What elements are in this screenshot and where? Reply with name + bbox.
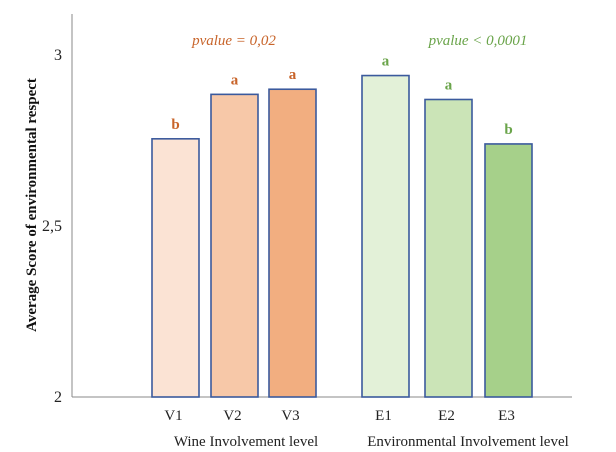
y-tick-label: 2 [54,389,62,406]
significance-letter-v2: a [231,72,239,88]
x-category-e2: E2 [438,408,455,424]
bar-e1 [361,74,410,398]
y-axis-label-group: Average Score of environmental respect [24,78,40,332]
group-label-wine: Wine Involvement level [174,434,318,450]
pvalue-label-environmental: pvalue < 0,0001 [428,33,528,49]
bar-v3 [268,88,317,398]
x-category-e3: E3 [498,408,515,424]
group-label-environmental: Environmental Involvement level [367,434,569,450]
significance-letter-e3: b [504,122,512,138]
y-tick-label: 3 [54,47,62,64]
group-labels: Wine Involvement level Environmental Invo… [174,434,569,450]
significance-letter-v3: a [289,67,297,83]
pvalue-labels: pvalue = 0,02 pvalue < 0,0001 [191,33,527,49]
x-category-v3: V3 [281,408,299,424]
y-tick-label: 2,5 [42,218,62,235]
significance-letters: b a a a a b [171,54,512,138]
significance-letter-v1: b [171,117,179,133]
y-ticks: 22,53 [42,47,62,406]
x-category-labels: V1 V2 V3 E1 E2 E3 [164,408,515,424]
y-axis-label: Average Score of environmental respect [24,78,40,332]
significance-letter-e2: a [445,77,453,93]
x-category-e1: E1 [375,408,392,424]
pvalue-label-wine: pvalue = 0,02 [191,33,276,49]
bars [151,74,533,398]
bar-e2 [424,98,473,398]
x-category-v1: V1 [164,408,182,424]
bar-e3 [484,143,533,398]
bar-v1 [151,138,200,398]
significance-letter-e1: a [382,54,390,70]
x-category-v2: V2 [223,408,241,424]
bar-v2 [210,93,259,398]
